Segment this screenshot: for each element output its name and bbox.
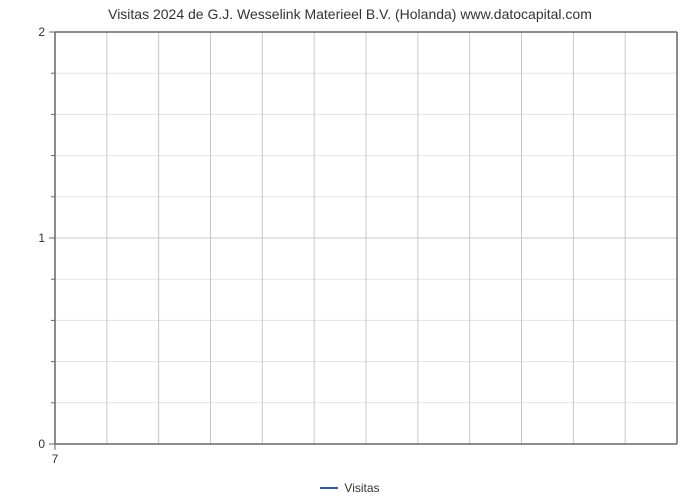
x-tick-label: 7 (52, 452, 59, 466)
legend-item-visitas: Visitas (320, 481, 379, 495)
legend-swatch (320, 487, 338, 489)
y-tick-label: 0 (25, 437, 45, 451)
chart-title: Visitas 2024 de G.J. Wesselink Materieel… (0, 6, 700, 22)
legend: Visitas (0, 478, 700, 495)
legend-label: Visitas (344, 481, 379, 495)
chart-root: Visitas 2024 de G.J. Wesselink Materieel… (0, 0, 700, 500)
y-tick-label: 1 (25, 231, 45, 245)
plot-svg (55, 32, 677, 444)
plot-area (55, 32, 677, 444)
y-tick-label: 2 (25, 25, 45, 39)
